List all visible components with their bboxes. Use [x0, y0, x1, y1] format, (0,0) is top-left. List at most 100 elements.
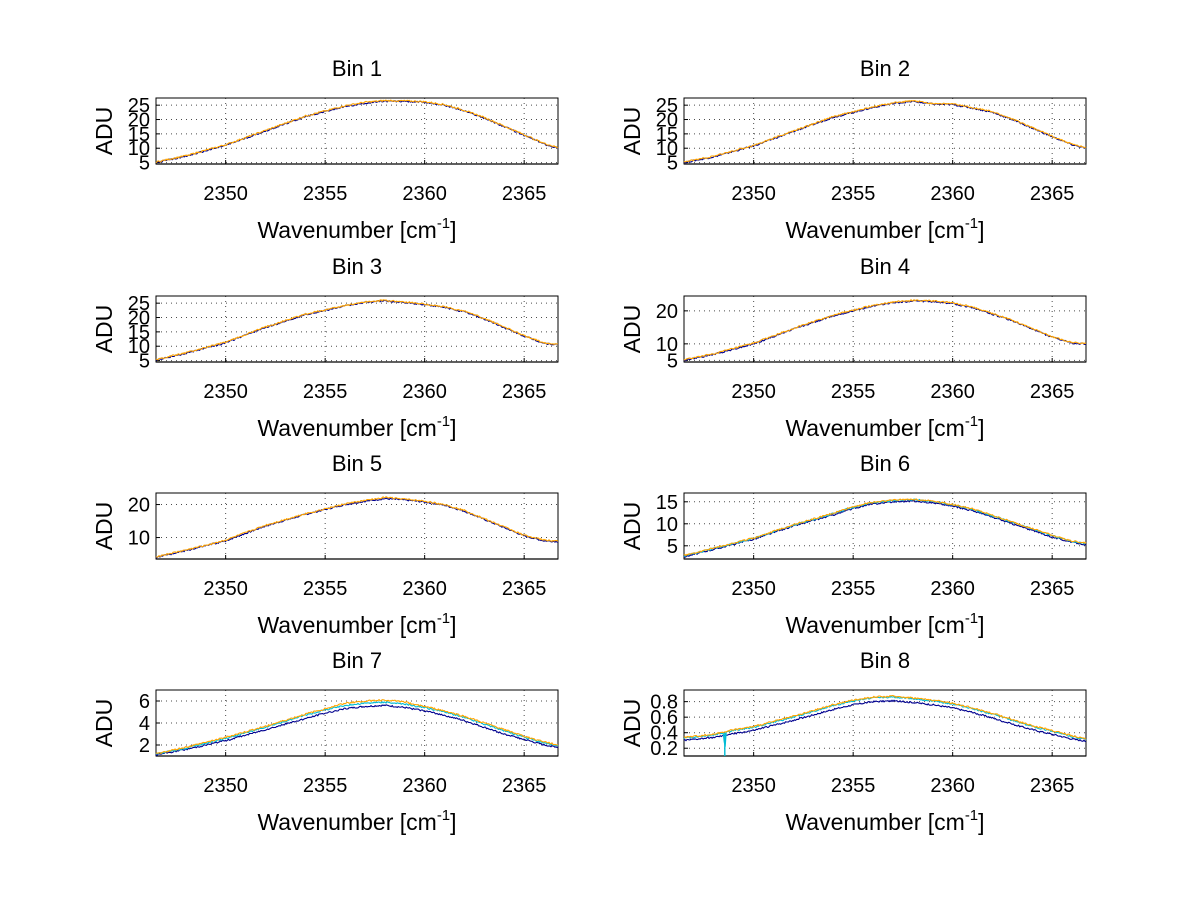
- x-tick-label: 2355: [831, 381, 876, 403]
- y-tick-label: 0.4: [650, 723, 678, 745]
- y-tick-label: 0.6: [650, 707, 678, 729]
- series-line-2: [155, 99, 559, 164]
- series-line-2: [683, 99, 1087, 163]
- x-tick-label: 2350: [203, 775, 248, 797]
- x-tick-label: 2350: [731, 775, 776, 797]
- x-tick-label: 2355: [303, 381, 348, 403]
- subplot-title: Bin 6: [860, 451, 910, 476]
- x-tick-label: 2360: [402, 381, 447, 403]
- y-tick-label: 15: [656, 492, 678, 514]
- y-tick-label: 10: [656, 138, 678, 160]
- plot-frame: [155, 97, 559, 165]
- x-tick-label: 2350: [731, 578, 776, 600]
- x-tick-label: 2360: [402, 775, 447, 797]
- series-line-3: [683, 694, 1087, 740]
- x-tick-label: 2355: [303, 183, 348, 205]
- y-tick-label: 25: [128, 95, 150, 117]
- series-line-3: [683, 498, 1087, 557]
- x-axis-label: Wavenumber [cm-1]: [785, 807, 984, 835]
- y-tick-label: 20: [656, 301, 678, 323]
- subplot-title: Bin 4: [860, 254, 910, 279]
- y-tick-label: 10: [656, 334, 678, 356]
- x-axis-label: Wavenumber [cm-1]: [785, 610, 984, 638]
- y-tick-label: 15: [656, 124, 678, 146]
- series-line-1: [155, 299, 559, 361]
- x-tick-label: 2350: [203, 578, 248, 600]
- x-tick-label: 2365: [502, 775, 547, 797]
- y-tick-label: 10: [128, 138, 150, 160]
- series-line-2: [683, 695, 1087, 748]
- series-line-2: [155, 496, 559, 558]
- x-tick-label: 2360: [402, 183, 447, 205]
- x-tick-label: 2355: [303, 578, 348, 600]
- subplot-4: 2350 2355 2360 2365 510 20 Bin 4 Wavenumber [cm…: [619, 254, 1087, 441]
- x-tick-label: 2350: [731, 381, 776, 403]
- x-tick-label: 2350: [731, 183, 776, 205]
- x-axis-label: Wavenumber [cm-1]: [257, 807, 456, 835]
- y-axis-label: ADU: [91, 107, 117, 156]
- y-tick-label: 10: [128, 336, 150, 358]
- plot-frame: [683, 295, 1087, 363]
- subplot-8: 2350 2355 2360 2365 0.20.40.60.8 Bin 8 Wavenum…: [619, 648, 1087, 835]
- x-axis-label: Wavenumber [cm-1]: [785, 413, 984, 441]
- subplot-5: 2350 2355 2360 2365 10 20 Bin 5 Wavenumber [cm-…: [91, 451, 559, 638]
- subplot-7: 2350 2355 2360 2365 246 Bin 7 Wavenumber [cm-1…: [91, 648, 559, 835]
- y-tick-label: 5: [139, 153, 150, 175]
- series-line-2: [155, 701, 559, 755]
- y-tick-label: 2: [139, 735, 150, 757]
- x-tick-label: 2355: [303, 775, 348, 797]
- series-line-3: [155, 699, 559, 755]
- x-tick-label: 2355: [831, 775, 876, 797]
- x-tick-label: 2365: [1030, 381, 1075, 403]
- x-tick-label: 2360: [930, 381, 975, 403]
- y-axis-label: ADU: [619, 305, 645, 354]
- y-tick-label: 15: [128, 124, 150, 146]
- y-tick-label: 10: [656, 514, 678, 536]
- y-axis-label: ADU: [619, 699, 645, 748]
- x-tick-label: 2360: [930, 775, 975, 797]
- subplot-title: Bin 1: [332, 56, 382, 81]
- x-tick-label: 2350: [203, 183, 248, 205]
- y-tick-label: 0.8: [650, 692, 678, 714]
- x-tick-label: 2365: [502, 578, 547, 600]
- y-tick-label: 5: [139, 351, 150, 373]
- x-axis-label: Wavenumber [cm-1]: [785, 215, 984, 243]
- y-tick-label: 5: [667, 153, 678, 175]
- series-line-1: [683, 299, 1087, 362]
- series-line-2: [683, 299, 1087, 361]
- x-tick-label: 2365: [1030, 578, 1075, 600]
- plot-frame: [155, 295, 559, 363]
- subplot-title: Bin 8: [860, 648, 910, 673]
- x-axis-label: Wavenumber [cm-1]: [257, 610, 456, 638]
- y-tick-label: 10: [128, 528, 150, 550]
- plot-frame: [683, 97, 1087, 165]
- y-tick-label: 0.2: [650, 738, 678, 760]
- subplot-title: Bin 7: [332, 648, 382, 673]
- y-axis-label: ADU: [619, 502, 645, 551]
- series-line-1: [683, 699, 1087, 743]
- series-line-1: [155, 100, 559, 164]
- y-tick-label: 25: [128, 293, 150, 315]
- x-axis-label: Wavenumber [cm-1]: [257, 413, 456, 441]
- x-tick-label: 2360: [402, 578, 447, 600]
- series-line-1: [683, 100, 1087, 164]
- y-axis-label: ADU: [91, 502, 117, 551]
- y-tick-label: 6: [139, 691, 150, 713]
- series-line-1: [155, 704, 559, 757]
- y-tick-label: 20: [656, 110, 678, 132]
- y-tick-label: 4: [139, 713, 150, 735]
- x-tick-label: 2365: [1030, 183, 1075, 205]
- subplot-title: Bin 3: [332, 254, 382, 279]
- y-tick-label: 20: [128, 110, 150, 132]
- y-tick-label: 5: [667, 350, 678, 372]
- series-line-2: [155, 299, 559, 361]
- y-tick-label: 5: [667, 536, 678, 558]
- x-tick-label: 2365: [502, 381, 547, 403]
- x-axis-label: Wavenumber [cm-1]: [257, 215, 456, 243]
- x-tick-label: 2360: [930, 578, 975, 600]
- subplot-title: Bin 2: [860, 56, 910, 81]
